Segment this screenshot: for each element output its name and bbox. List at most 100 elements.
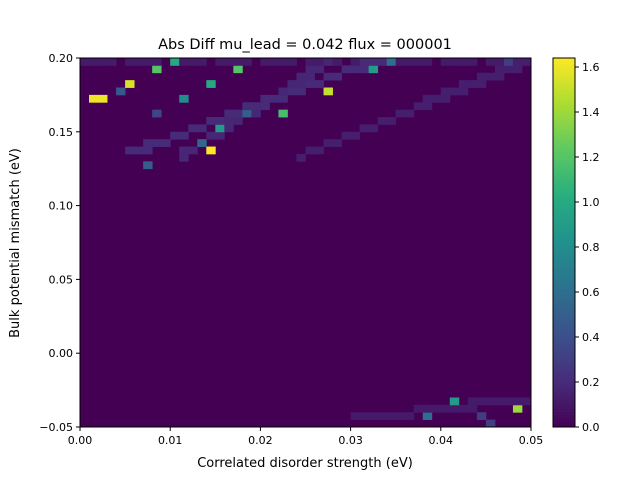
colorbar-segment [553,331,575,336]
heatmap-cell [332,139,342,147]
heatmap-cell [188,58,198,66]
colorbar-segment [553,245,575,250]
colorbar-segment [553,205,575,210]
heatmap-cell [260,94,270,103]
colorbar-segment [553,356,575,360]
colorbar-segment [553,411,575,416]
colorbar-segment [553,414,575,419]
heatmap-cell [458,58,469,66]
heatmap-cell [314,146,324,155]
colorbar-segment [553,304,575,308]
heatmap-cell [179,131,189,140]
colorbar-segment [553,104,575,108]
colorbar-segment [553,353,575,357]
heatmap-cell [233,109,243,118]
heatmap-cell [503,65,514,74]
colorbar-tick-label: 0.8 [582,241,600,254]
heatmap-cell [323,72,333,81]
heatmap-background [80,58,531,427]
heatmap-cell [251,102,261,111]
colorbar-segment [553,322,575,327]
colorbar-segment [553,390,575,394]
plot-frame [79,57,532,428]
heatmap-cell [458,87,469,96]
heatmap-cell [458,80,469,88]
y-tick-label: 0.00 [49,347,74,360]
colorbar-segment [553,285,575,290]
heatmap-cell [224,109,234,118]
heatmap-cell [215,58,225,66]
colorbar-segment [553,233,575,237]
heatmap-cell [332,72,342,81]
heatmap-cell [179,94,189,103]
colorbar-segment [553,423,575,428]
colorbar-segment [553,70,575,74]
heatmap-cell [323,87,333,96]
heatmap-cell [359,58,370,66]
heatmap-cell [503,397,514,406]
colorbar-segment [553,297,575,302]
heatmap-cell [467,58,478,66]
colorbar-segment [553,156,575,160]
heatmap-cell [359,65,370,74]
heatmap-cell [152,109,162,118]
heatmap-cell [188,146,198,155]
colorbar-segment [553,58,575,62]
heatmap-cell [179,58,189,66]
colorbar-segment [553,85,575,90]
colorbar-segment [553,328,575,333]
colorbar-segment [553,79,575,84]
colorbar-segment [553,310,575,314]
heatmap-cell [296,87,306,96]
heatmap-cell [386,58,397,66]
heatmap-cell [278,58,288,66]
heatmap-cell [413,102,424,111]
colorbar-segment [553,174,575,179]
heatmap-cell [485,58,496,66]
colorbar-segment [553,125,575,130]
heatmap-cell [422,102,433,111]
colorbar-segment [553,399,575,403]
heatmap-cell [404,109,415,118]
colorbar-segment [553,307,575,311]
heatmap-cell [386,412,397,421]
colorbar-segment [553,110,575,114]
colorbar-segment [553,362,575,367]
x-tick-label: 0.04 [429,434,454,447]
colorbar-segment [553,288,575,293]
heatmap-cell [350,131,361,140]
colorbar-segment [553,202,575,207]
heatmap-cell [233,65,243,74]
colorbar-segment [553,97,575,102]
heatmap-cell [467,80,478,88]
colorbar-segment [553,230,575,234]
y-tick-label: 0.20 [49,52,74,65]
colorbar-segment [553,251,575,256]
colorbar-segment [553,94,575,99]
colorbar-tick-label: 0.2 [582,376,600,389]
heatmap-cell [395,109,406,118]
heatmap-cell [350,58,361,66]
colorbar-segment [553,168,575,173]
colorbar-segment [553,374,575,379]
heatmap-cell [107,58,117,66]
x-tick-label: 0.03 [338,434,363,447]
colorbar-segment [553,181,575,185]
heatmap-cell [161,139,171,147]
colorbar-segment [553,291,575,296]
colorbar-segment [553,313,575,317]
heatmap-cell [485,419,496,428]
heatmap-cell [521,58,532,66]
colorbar-segment [553,128,575,133]
colorbar-tick-label: 0.6 [582,286,600,299]
colorbar-segment [553,359,575,363]
heatmap-cell [368,412,379,421]
heatmap-cell [242,102,252,111]
colorbar-segment [553,417,575,422]
heatmap-cell [143,161,153,170]
heatmap-cell [449,58,460,66]
heatmap-cell [152,58,162,66]
colorbar-segment [553,131,575,136]
heatmap-cell [503,58,514,66]
heatmap-cell [224,117,234,125]
